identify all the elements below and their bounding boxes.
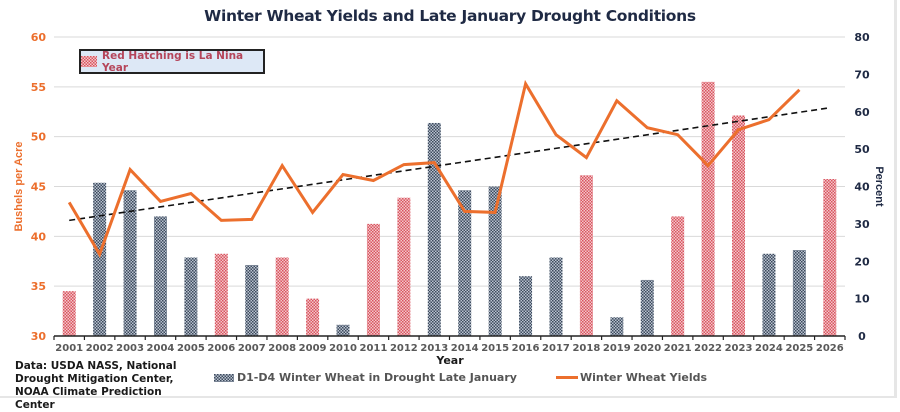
x-tick-label: 2025 — [785, 343, 813, 354]
bar-drought — [793, 250, 806, 336]
x-tick-label: 2022 — [694, 343, 722, 354]
bar-drought — [245, 265, 258, 336]
bar-la-nina — [367, 224, 380, 336]
source-note: Data: USDA NASS, National Drought Mitiga… — [15, 360, 195, 412]
legend-label-drought: D1-D4 Winter Wheat in Drought Late Janua… — [237, 371, 517, 384]
x-tick-label: 2013 — [420, 343, 448, 354]
legend-item-yields[interactable]: Winter Wheat Yields — [556, 371, 707, 384]
bar-la-nina — [276, 258, 289, 336]
x-tick-label: 2012 — [390, 343, 418, 354]
bar-la-nina — [306, 299, 319, 336]
right-tick-label: 20 — [854, 255, 870, 268]
left-tick-label: 45 — [31, 181, 46, 194]
legend-item-drought[interactable]: D1-D4 Winter Wheat in Drought Late Janua… — [214, 371, 517, 384]
x-tick-label: 2018 — [572, 343, 600, 354]
bar-drought — [337, 325, 350, 336]
legend-label-yields: Winter Wheat Yields — [580, 371, 707, 384]
right-tick-label: 0 — [858, 330, 866, 343]
bar-la-nina — [671, 216, 684, 336]
bar-drought — [519, 276, 532, 336]
right-tick-label: 80 — [854, 31, 870, 44]
bar-drought — [549, 258, 562, 336]
bar-drought — [428, 123, 441, 336]
bar-drought — [762, 254, 775, 336]
x-tick-label: 2003 — [116, 343, 144, 354]
x-tick-label: 2009 — [299, 343, 327, 354]
x-tick-label: 2008 — [268, 343, 296, 354]
la-nina-annotation: Red Hatching is La Nina Year — [79, 49, 265, 74]
right-tick-label: 70 — [854, 68, 870, 81]
left-tick-label: 40 — [31, 230, 47, 243]
bar-drought — [154, 216, 167, 336]
right-tick-label: 50 — [854, 143, 870, 156]
bar-la-nina — [215, 254, 228, 336]
left-tick-label: 55 — [31, 81, 46, 94]
x-tick-label: 2014 — [451, 343, 479, 354]
x-tick-label: 2023 — [725, 343, 753, 354]
bar-la-nina — [732, 115, 745, 336]
x-tick-label: 2026 — [816, 343, 844, 354]
bar-la-nina — [63, 291, 76, 336]
bar-drought — [610, 317, 623, 336]
bar-la-nina — [580, 175, 593, 336]
x-tick-label: 2015 — [481, 343, 509, 354]
x-tick-label: 2021 — [664, 343, 692, 354]
left-axis-title: Bushels per Acre — [13, 141, 25, 231]
right-tick-label: 10 — [854, 293, 870, 306]
left-tick-label: 35 — [31, 280, 46, 293]
x-tick-label: 2010 — [329, 343, 357, 354]
bar-la-nina — [702, 82, 715, 336]
x-tick-label: 2006 — [207, 343, 235, 354]
x-tick-label: 2005 — [177, 343, 205, 354]
right-tick-label: 60 — [854, 106, 870, 119]
left-tick-label: 60 — [31, 31, 47, 44]
left-tick-label: 30 — [31, 330, 47, 343]
x-tick-label: 2017 — [542, 343, 570, 354]
bar-drought — [93, 183, 106, 336]
x-tick-label: 2007 — [238, 343, 266, 354]
bar-drought — [184, 258, 197, 336]
bar-drought — [641, 280, 654, 336]
right-tick-label: 30 — [854, 218, 870, 231]
bar-la-nina — [397, 198, 410, 336]
legend-line-swatch-icon — [556, 376, 578, 379]
left-tick-label: 50 — [31, 131, 47, 144]
right-tick-label: 40 — [854, 181, 870, 194]
trend-line — [69, 108, 830, 221]
x-tick-label: 2020 — [633, 343, 661, 354]
right-axis-title: Percent — [873, 166, 885, 207]
x-axis-title: Year — [435, 354, 464, 367]
x-tick-label: 2002 — [86, 343, 114, 354]
bar-la-nina — [823, 179, 836, 336]
annotation-text: Red Hatching is La Nina Year — [102, 50, 263, 74]
x-tick-label: 2011 — [360, 343, 388, 354]
x-tick-label: 2019 — [603, 343, 631, 354]
x-tick-label: 2001 — [55, 343, 83, 354]
x-tick-label: 2016 — [512, 343, 540, 354]
x-tick-label: 2024 — [755, 343, 783, 354]
x-tick-label: 2004 — [147, 343, 175, 354]
legend-bar-swatch-icon — [214, 374, 234, 382]
red-hatch-swatch-icon — [81, 56, 97, 67]
